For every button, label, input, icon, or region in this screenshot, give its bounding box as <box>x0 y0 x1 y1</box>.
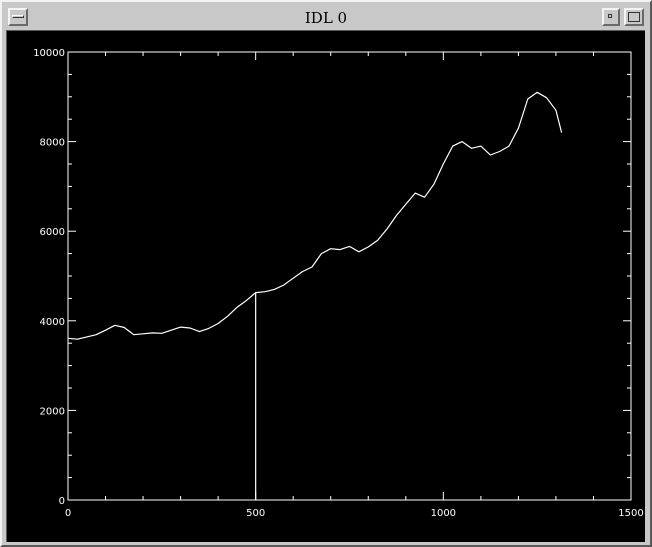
plot-area: 0 500 1000 1500 0 2000 4000 6000 8000 10000 <box>6 30 645 542</box>
x-tick-label: 1500 <box>618 508 643 519</box>
plot-frame <box>67 51 632 501</box>
y-tick-label: 0 <box>59 496 65 507</box>
title-bar[interactable]: IDL 0 <box>6 6 646 30</box>
x-tick-label: 0 <box>65 508 71 519</box>
x-tick-label: 500 <box>246 508 265 519</box>
y-tick-label: 4000 <box>40 317 65 328</box>
maximize-icon[interactable] <box>624 8 644 26</box>
window-menu-icon[interactable] <box>8 8 28 26</box>
window-title: IDL 0 <box>304 9 348 27</box>
y-tick-label: 2000 <box>40 406 65 417</box>
y-tick-label: 10000 <box>33 48 65 59</box>
y-tick-label: 8000 <box>40 138 65 149</box>
data-series-line <box>67 91 563 340</box>
x-tick-label: 1000 <box>431 508 456 519</box>
y-tick-label: 6000 <box>40 227 65 238</box>
minimize-icon[interactable] <box>602 8 620 26</box>
line-chart: 0 500 1000 1500 0 2000 4000 6000 8000 10000 <box>33 48 644 519</box>
